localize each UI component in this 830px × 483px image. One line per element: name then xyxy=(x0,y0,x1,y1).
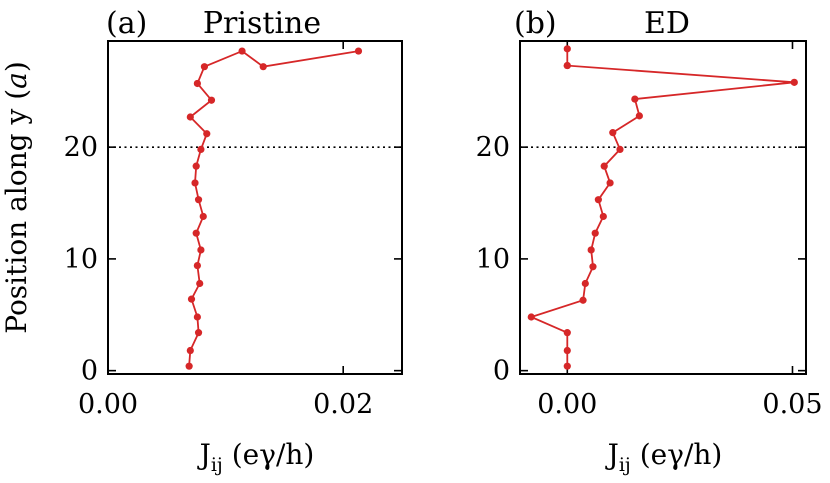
data-point xyxy=(600,162,608,170)
x-tick-label: 0.00 xyxy=(78,389,138,420)
data-point xyxy=(191,179,199,187)
series-line xyxy=(188,50,359,367)
data-point xyxy=(192,162,200,170)
data-point xyxy=(563,61,571,70)
panel-label: (b) xyxy=(514,6,557,41)
data-point xyxy=(200,63,209,71)
data-point xyxy=(186,346,194,355)
data-point xyxy=(194,329,203,337)
data-point xyxy=(591,229,599,237)
panel-title: ED xyxy=(644,6,690,41)
data-point xyxy=(589,263,597,271)
data-point xyxy=(203,130,211,138)
data-point xyxy=(631,95,639,103)
x-axis-title: Jij (eγ/h) xyxy=(197,438,315,476)
y-tick-label: 10 xyxy=(476,244,510,275)
data-point xyxy=(197,246,205,254)
data-point xyxy=(527,313,535,321)
data-point xyxy=(199,212,207,221)
x-tick-label: 0.00 xyxy=(537,389,597,420)
x-tick-label: 0.05 xyxy=(762,389,822,420)
data-point xyxy=(594,196,602,204)
data-point xyxy=(354,47,363,55)
y-tick-label: 20 xyxy=(476,132,510,163)
data-point xyxy=(193,79,201,88)
data-point xyxy=(238,47,246,55)
data-point xyxy=(606,179,614,187)
data-point xyxy=(193,262,201,270)
data-point xyxy=(192,229,200,237)
data-point xyxy=(563,362,571,370)
data-point xyxy=(587,246,595,254)
panel-label: (a) xyxy=(106,6,147,41)
data-point xyxy=(581,279,589,288)
series-line xyxy=(528,48,795,367)
panel-b: 0.00 0.05 0 10 20 (b) ED Jij (eγ/h) xyxy=(476,6,823,476)
plot-frame xyxy=(519,40,807,375)
data-point xyxy=(197,145,205,153)
data-point xyxy=(790,78,798,86)
data-point xyxy=(259,63,267,71)
plot-frame xyxy=(107,40,403,375)
data-point xyxy=(563,329,571,337)
panel-a: 0.00 0.02 0 10 20 (a) Pristine Jij (eγ/h) Positi… xyxy=(0,6,403,476)
data-point xyxy=(196,279,204,288)
data-point xyxy=(635,112,643,120)
y-axis-title: Position along y (a) xyxy=(0,61,33,334)
y-tick-label: 0 xyxy=(493,356,510,387)
y-tick-label: 0 xyxy=(81,356,98,387)
data-point xyxy=(599,212,607,221)
x-axis-title: Jij (eγ/h) xyxy=(605,438,723,476)
data-point xyxy=(186,113,194,121)
data-point xyxy=(563,45,571,53)
panel-title: Pristine xyxy=(203,6,321,41)
y-tick-label: 20 xyxy=(64,132,98,163)
data-point xyxy=(187,295,196,303)
data-point xyxy=(609,129,617,137)
data-point xyxy=(194,196,203,204)
data-point xyxy=(193,313,201,321)
x-tick-label: 0.02 xyxy=(313,389,373,420)
data-point xyxy=(616,145,624,153)
data-point xyxy=(563,346,571,355)
y-tick-label: 10 xyxy=(64,244,98,275)
data-point xyxy=(185,362,193,370)
data-point xyxy=(207,96,216,104)
data-point xyxy=(579,296,587,304)
